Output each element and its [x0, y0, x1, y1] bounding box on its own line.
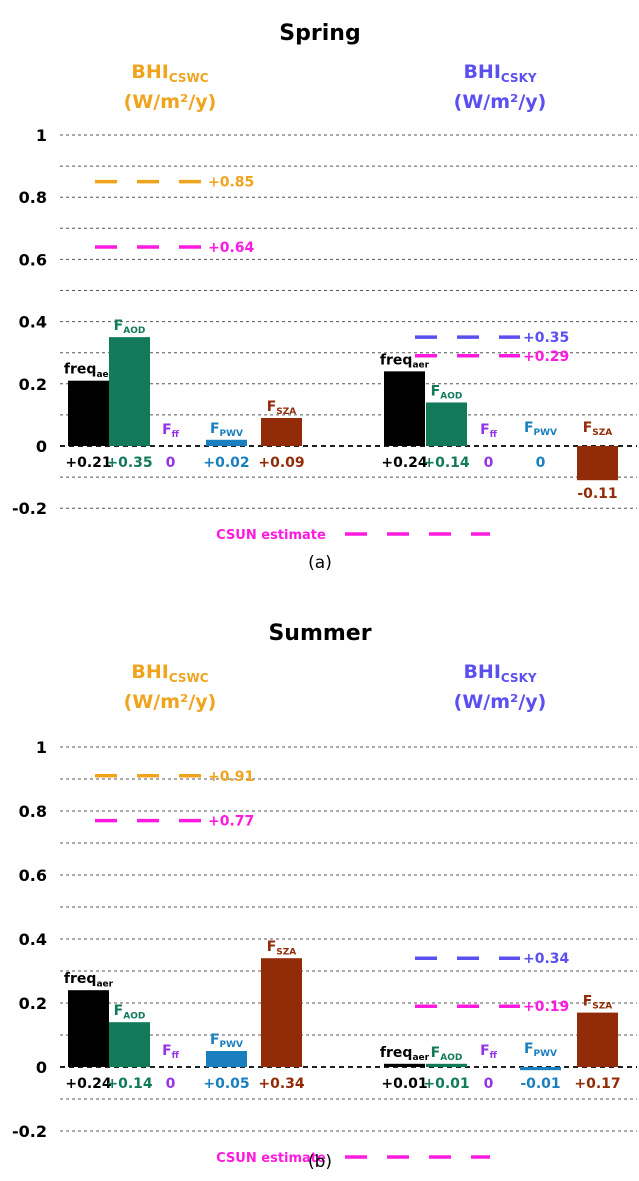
- y-tick-label: -0.2: [12, 1122, 47, 1141]
- bar-name-label: FAOD: [114, 318, 146, 336]
- chart-panel-1: Spring 1 0.8 0.6 0.4 0.2 0 -0.2 BHICSWC (W/m²/y) +…: [12, 21, 637, 573]
- csun-estimate-line-label: +0.64: [208, 240, 255, 256]
- group-title: BHICSWC: [131, 661, 208, 685]
- bar-name-label: Fff: [162, 1043, 180, 1061]
- bar-name-label: FPWV: [524, 1041, 557, 1059]
- y-tick-label: 1: [36, 738, 47, 757]
- csun-estimate-line-label: +0.19: [523, 999, 569, 1015]
- bar: [261, 958, 302, 1067]
- csun-estimate-line-label: +0.29: [523, 349, 569, 365]
- bar-name-label: FPWV: [210, 421, 243, 439]
- bar: [206, 1051, 247, 1067]
- bar-value-label: +0.14: [423, 455, 470, 471]
- reference-line-label: +0.85: [208, 175, 254, 191]
- bar-value-label: 0: [484, 1076, 494, 1092]
- bar: [109, 337, 150, 446]
- bar: [206, 439, 247, 446]
- bar-value-label: +0.02: [203, 455, 249, 471]
- bar-name-label: FSZA: [267, 399, 297, 417]
- bar-value-label: +0.34: [258, 1076, 305, 1092]
- bar: [384, 1063, 425, 1067]
- bar-value-label: 0: [166, 455, 176, 471]
- bar: [68, 990, 109, 1067]
- chart-title: Summer: [268, 621, 371, 646]
- bar-value-label: 0: [166, 1076, 176, 1092]
- bar-name-label: FPWV: [524, 420, 557, 438]
- group-unit: (W/m²/y): [124, 91, 217, 113]
- bar-value-label: +0.01: [381, 1076, 427, 1092]
- bar-name-label: FAOD: [114, 1003, 146, 1021]
- bar-name-label: freqaer: [64, 362, 114, 380]
- group-title: BHICSKY: [463, 661, 536, 685]
- bar-name-label: Fff: [162, 422, 180, 440]
- bar-value-label: -0.11: [577, 486, 617, 502]
- group-unit: (W/m²/y): [454, 691, 547, 713]
- bar: [261, 418, 302, 446]
- y-tick-label: 0.6: [19, 866, 47, 885]
- bar-value-label: -0.01: [520, 1076, 560, 1092]
- reference-line-label: +0.35: [523, 330, 569, 346]
- bar-name-label: FPWV: [210, 1032, 243, 1050]
- y-tick-label: 0.2: [19, 375, 47, 394]
- group-unit: (W/m²/y): [454, 91, 547, 113]
- y-tick-label: 0.4: [19, 930, 47, 949]
- legend-csun-label: CSUN estimate: [216, 1151, 326, 1166]
- reference-line-label: +0.91: [208, 769, 254, 785]
- panel-caption: (b): [308, 1152, 332, 1172]
- legend-csun-label: CSUN estimate: [216, 528, 326, 543]
- bar-value-label: +0.05: [203, 1076, 249, 1092]
- bar-name-label: FAOD: [431, 1045, 463, 1063]
- bar-name-label: Fff: [480, 1043, 498, 1061]
- bar-name-label: freqaer: [380, 1045, 430, 1063]
- panel-caption: (a): [308, 553, 332, 573]
- bar: [384, 371, 425, 446]
- bar-value-label: +0.35: [106, 455, 152, 471]
- bar: [68, 380, 109, 446]
- bar-name-label: FSZA: [267, 939, 297, 957]
- bar: [577, 446, 618, 481]
- y-tick-label: 0.6: [19, 250, 47, 269]
- y-tick-label: 0.8: [19, 802, 47, 821]
- bar-value-label: +0.14: [106, 1076, 153, 1092]
- bar-name-label: FSZA: [583, 994, 613, 1012]
- y-tick-label: 0.8: [19, 188, 47, 207]
- y-tick-label: -0.2: [12, 499, 47, 518]
- y-tick-label: 0: [36, 1058, 47, 1077]
- bar: [426, 402, 467, 446]
- reference-line-label: +0.34: [523, 951, 570, 967]
- group-title: BHICSWC: [131, 61, 208, 85]
- chart-title: Spring: [279, 21, 360, 46]
- bar-name-label: Fff: [480, 422, 498, 440]
- bar-name-label: freqaer: [380, 352, 430, 370]
- chart-panel-2: Summer 1 0.8 0.6 0.4 0.2 0 -0.2 BHICSWC (W/m²/y) +…: [12, 621, 637, 1172]
- group-unit: (W/m²/y): [124, 691, 217, 713]
- y-tick-label: 0.2: [19, 994, 47, 1013]
- bar-value-label: +0.01: [423, 1076, 469, 1092]
- bar-name-label: freqaer: [64, 971, 114, 989]
- bar-value-label: +0.09: [258, 455, 304, 471]
- bar-name-label: FSZA: [583, 420, 613, 438]
- bar-name-label: FAOD: [431, 383, 463, 401]
- bar-value-label: 0: [484, 455, 494, 471]
- bar-value-label: +0.24: [65, 1076, 112, 1092]
- bar-value-label: +0.17: [574, 1076, 620, 1092]
- bar: [520, 1067, 561, 1071]
- bar: [577, 1012, 618, 1067]
- y-tick-label: 0.4: [19, 313, 47, 332]
- bar-value-label: 0: [536, 455, 546, 471]
- csun-estimate-line-label: +0.77: [208, 814, 254, 830]
- bar: [109, 1022, 150, 1067]
- bar-value-label: +0.24: [381, 455, 428, 471]
- bar: [426, 1063, 467, 1067]
- group-title: BHICSKY: [463, 61, 536, 85]
- bar-value-label: +0.21: [65, 455, 111, 471]
- y-tick-label: 1: [36, 126, 47, 145]
- y-tick-label: 0: [36, 437, 47, 456]
